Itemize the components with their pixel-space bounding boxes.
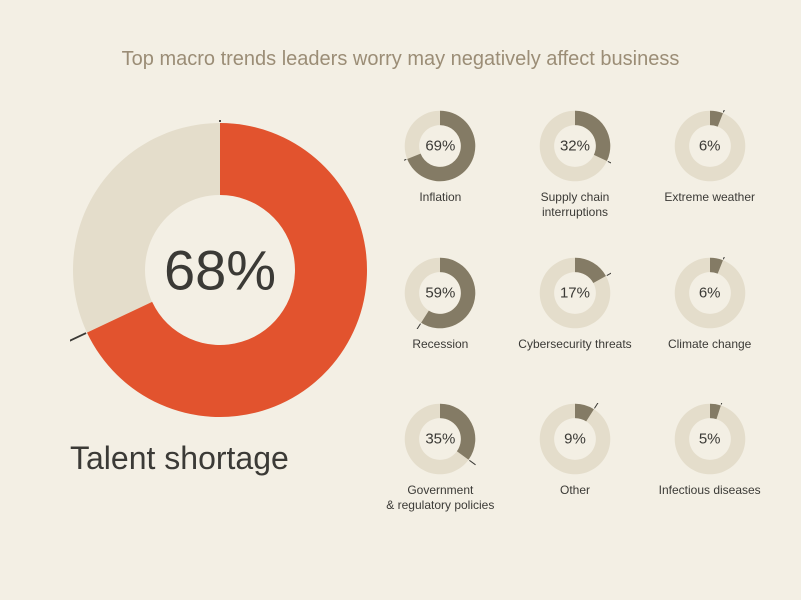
small-donut-percent: 69%: [425, 138, 455, 155]
small-donut-label: Infectious diseases: [659, 483, 761, 498]
small-donut-percent: 6%: [699, 284, 721, 301]
small-donut-percent: 32%: [560, 138, 590, 155]
small-donut-cell: 69% Inflation: [375, 110, 506, 247]
hero-percent: 68%: [164, 238, 276, 303]
small-donut-label: Inflation: [419, 190, 461, 205]
small-donut: 35%: [404, 403, 476, 475]
small-donut-percent: 35%: [425, 431, 455, 448]
chart-title: Top macro trends leaders worry may negat…: [0, 48, 801, 71]
small-donut-cell: 9% Other: [510, 403, 641, 540]
small-donut-cell: 5% Infectious diseases: [644, 403, 775, 540]
infographic-canvas: Top macro trends leaders worry may negat…: [0, 0, 801, 600]
small-donut-percent: 9%: [564, 431, 586, 448]
small-donut: 9%: [539, 403, 611, 475]
small-donut: 17%: [539, 257, 611, 329]
hero-label: Talent shortage: [70, 440, 289, 477]
small-donut-cell: 35% Government & regulatory policies: [375, 403, 506, 540]
small-donut-cell: 59% Recession: [375, 257, 506, 394]
small-donut-percent: 6%: [699, 138, 721, 155]
small-donut-label: Climate change: [668, 337, 751, 352]
small-donut-cell: 32% Supply chain interruptions: [510, 110, 641, 247]
small-donut-grid: 69% Inflation 32% Supply chain interruption…: [375, 110, 775, 540]
small-donut-label: Other: [560, 483, 590, 498]
small-donut-label: Extreme weather: [664, 190, 755, 205]
small-donut-percent: 5%: [699, 431, 721, 448]
hero-donut: 68%: [70, 120, 370, 420]
small-donut-label: Cybersecurity threats: [518, 337, 631, 352]
small-donut: 6%: [674, 257, 746, 329]
small-donut-label: Government & regulatory policies: [386, 483, 494, 513]
small-donut-label: Supply chain interruptions: [510, 190, 641, 220]
small-donut: 59%: [404, 257, 476, 329]
small-donut-cell: 6% Climate change: [644, 257, 775, 394]
small-donut-percent: 17%: [560, 284, 590, 301]
small-donut: 32%: [539, 110, 611, 182]
small-donut-cell: 6% Extreme weather: [644, 110, 775, 247]
small-donut-percent: 59%: [425, 284, 455, 301]
small-donut-label: Recession: [412, 337, 468, 352]
small-donut-cell: 17% Cybersecurity threats: [510, 257, 641, 394]
small-donut: 6%: [674, 110, 746, 182]
small-donut: 69%: [404, 110, 476, 182]
small-donut: 5%: [674, 403, 746, 475]
